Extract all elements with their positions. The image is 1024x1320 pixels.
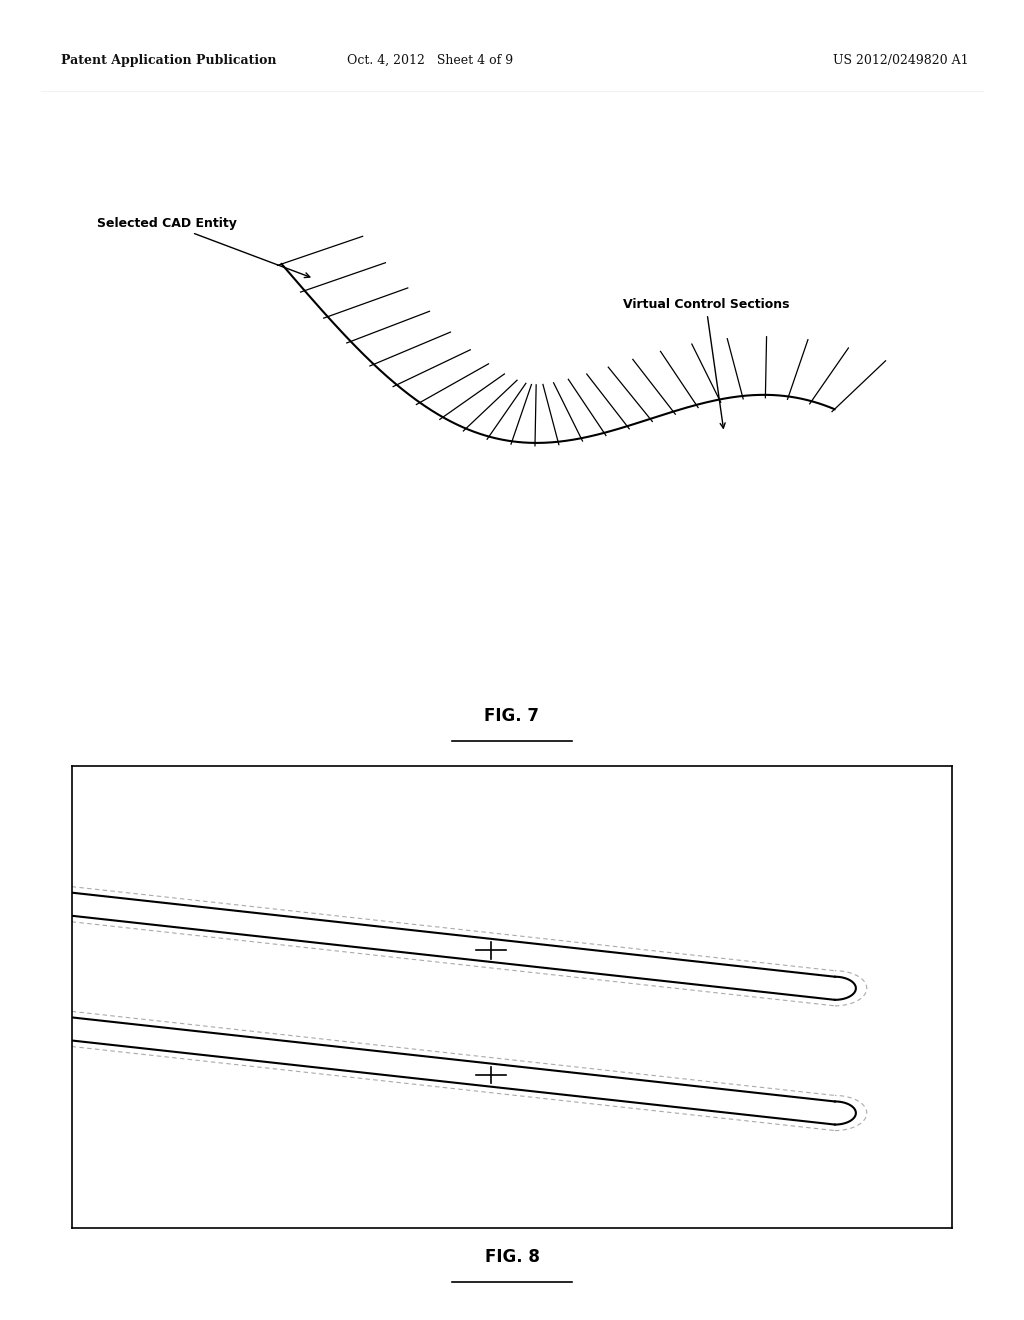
- Text: FIG. 8: FIG. 8: [484, 1249, 540, 1266]
- Text: Patent Application Publication: Patent Application Publication: [61, 54, 276, 66]
- Text: Selected CAD Entity: Selected CAD Entity: [97, 216, 310, 277]
- Text: US 2012/0249820 A1: US 2012/0249820 A1: [834, 54, 969, 66]
- Text: FIG. 7: FIG. 7: [484, 708, 540, 725]
- Text: Virtual Control Sections: Virtual Control Sections: [623, 298, 790, 428]
- Text: Oct. 4, 2012   Sheet 4 of 9: Oct. 4, 2012 Sheet 4 of 9: [347, 54, 513, 66]
